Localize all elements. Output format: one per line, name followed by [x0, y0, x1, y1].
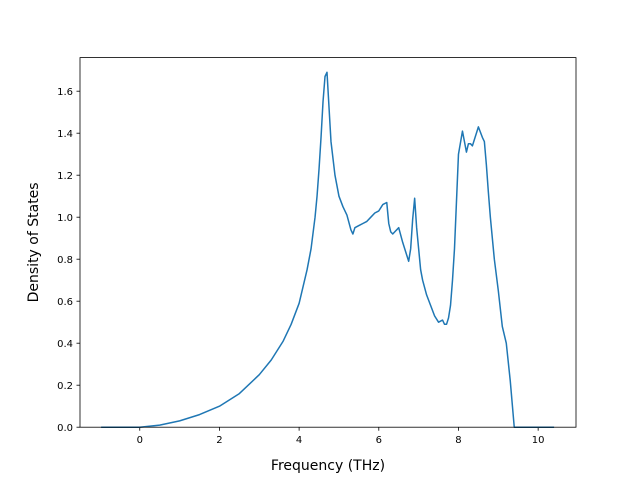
- axis-ticks: 0 2 4 6 8 10 0.0 0.2 0.4 0.6 0.8 1.0 1.2 1.4 1.6: [57, 87, 544, 446]
- plot-area: [80, 57, 576, 428]
- y-axis-title: Density of States: [26, 182, 42, 302]
- x-axis-title: Frequency (THz): [271, 458, 385, 474]
- x-tick-label: 4: [296, 435, 302, 446]
- y-tick-label: 1.4: [57, 129, 73, 140]
- y-tick-label: 1.2: [57, 171, 73, 182]
- x-tick-label: 6: [376, 435, 382, 446]
- y-tick-label: 1.6: [57, 87, 73, 98]
- x-tick-label: 0: [137, 435, 143, 446]
- y-tick-label: 0.0: [57, 423, 73, 434]
- x-tick-label: 2: [216, 435, 222, 446]
- dos-series-line: [101, 71, 555, 428]
- series-lines: [101, 71, 555, 428]
- y-tick-label: 0.4: [57, 339, 73, 350]
- y-tick-label: 1.0: [57, 213, 73, 224]
- x-tick-label: 8: [455, 435, 461, 446]
- x-tick-label: 10: [532, 435, 545, 446]
- y-tick-label: 0.6: [57, 297, 73, 308]
- plot-frame: [79, 57, 577, 428]
- y-tick-label: 0.8: [57, 255, 73, 266]
- y-tick-label: 0.2: [57, 381, 73, 392]
